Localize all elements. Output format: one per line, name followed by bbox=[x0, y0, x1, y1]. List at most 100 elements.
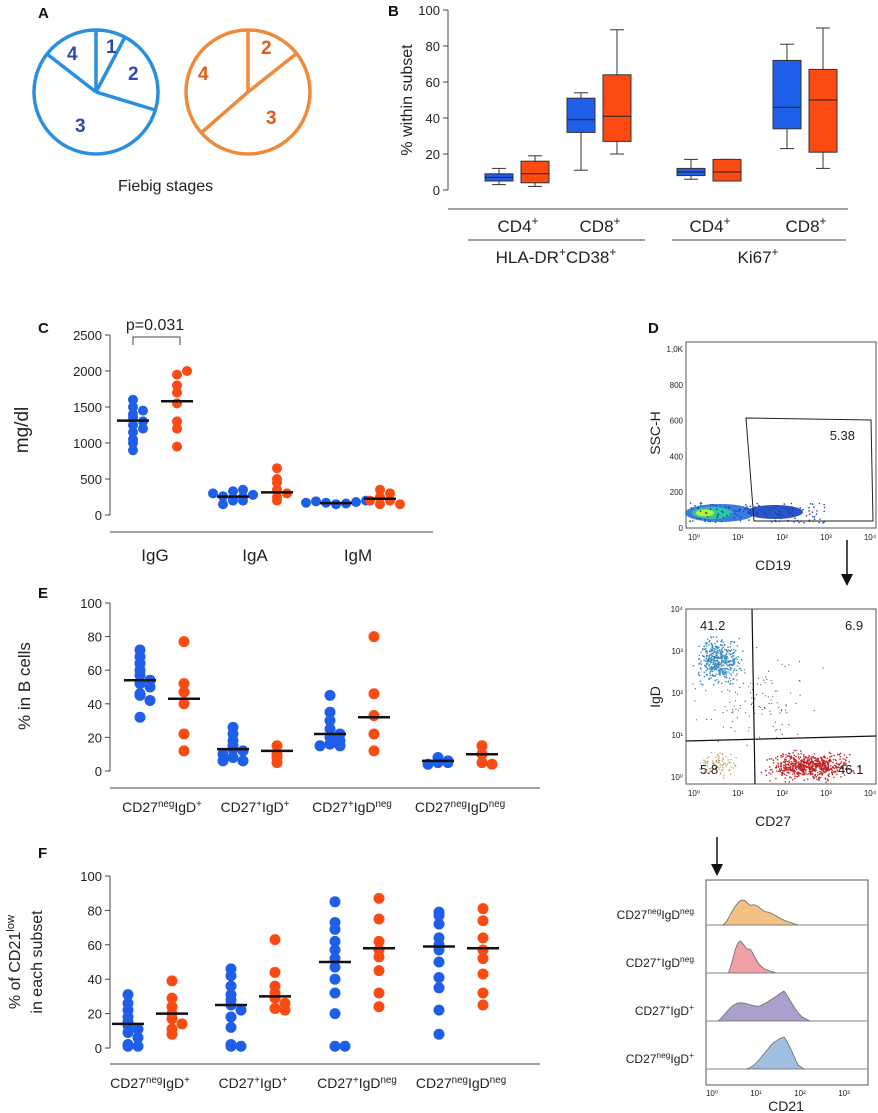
cell-dot bbox=[724, 667, 727, 670]
cell-dot bbox=[724, 763, 727, 765]
cell-dot bbox=[844, 758, 846, 761]
cell-dot bbox=[816, 757, 818, 760]
data-point bbox=[208, 488, 218, 499]
data-point bbox=[433, 1004, 445, 1016]
cell-dot bbox=[841, 767, 843, 770]
cell-dot bbox=[788, 772, 790, 775]
cell-dot bbox=[728, 769, 730, 772]
cell-dot bbox=[714, 662, 717, 665]
cell-dot bbox=[706, 663, 709, 665]
cell-dot bbox=[827, 767, 830, 770]
cell-dot bbox=[707, 520, 710, 523]
pie-orange-label: 4 bbox=[198, 64, 209, 85]
cell-dot bbox=[785, 704, 787, 706]
cell-dot bbox=[817, 764, 820, 767]
cell-dot bbox=[728, 506, 731, 509]
cell-dot bbox=[698, 663, 700, 665]
cell-dot bbox=[772, 725, 774, 728]
histogram-curve bbox=[706, 899, 868, 926]
cell-dot bbox=[709, 508, 712, 510]
cell-dot bbox=[813, 757, 815, 759]
cell-dot bbox=[706, 668, 709, 671]
cell-dot bbox=[705, 669, 707, 672]
data-point bbox=[477, 999, 489, 1011]
cell-dot bbox=[725, 756, 727, 758]
cell-dot bbox=[706, 660, 709, 663]
cell-dot bbox=[733, 517, 736, 519]
cell-dot bbox=[703, 771, 706, 773]
histogram-row-label: CD27negIgDneg bbox=[617, 906, 695, 922]
cell-dot bbox=[717, 766, 719, 768]
cell-dot bbox=[711, 648, 714, 651]
histogram-row-label: CD27+IgD+ bbox=[635, 1002, 694, 1018]
cell-dot bbox=[709, 672, 711, 674]
cell-dot bbox=[708, 678, 711, 680]
cell-dot bbox=[721, 667, 723, 670]
cell-dot bbox=[719, 766, 721, 768]
cell-dot bbox=[800, 773, 802, 775]
data-point bbox=[477, 903, 489, 915]
cell-dot bbox=[803, 764, 805, 767]
cell-dot bbox=[735, 708, 737, 710]
x-tick-label: 10¹ bbox=[732, 533, 744, 542]
arrow-head bbox=[841, 574, 853, 586]
cell-dot bbox=[709, 520, 712, 523]
cell-dot bbox=[737, 661, 739, 663]
cell-dot bbox=[715, 756, 717, 759]
data-point bbox=[144, 694, 156, 706]
cell-dot bbox=[819, 770, 821, 773]
cell-dot bbox=[784, 781, 787, 783]
cell-dot bbox=[788, 766, 791, 769]
cell-dot bbox=[792, 773, 794, 775]
cell-dot bbox=[812, 515, 814, 518]
cell-dot bbox=[781, 733, 783, 735]
y-tick-label: 1000 bbox=[73, 436, 102, 451]
cell-dot bbox=[738, 709, 740, 712]
cell-dot bbox=[722, 768, 724, 771]
cell-dot bbox=[791, 513, 793, 515]
cell-dot bbox=[731, 712, 733, 714]
cell-dot bbox=[722, 671, 725, 673]
cell-dot bbox=[795, 762, 798, 764]
cell-dot bbox=[712, 503, 714, 506]
pie-orange-label: 2 bbox=[261, 38, 272, 59]
cell-dot bbox=[806, 766, 808, 768]
cell-dot bbox=[713, 649, 716, 652]
cell-dot bbox=[706, 652, 708, 654]
cell-dot bbox=[729, 683, 731, 685]
category-label: IgM bbox=[344, 546, 372, 565]
cell-dot bbox=[812, 756, 814, 758]
panel-letter-c: C bbox=[38, 320, 49, 337]
data-point bbox=[178, 728, 190, 740]
cell-dot bbox=[775, 766, 777, 769]
cell-dot bbox=[776, 690, 778, 692]
panel-letter-b: B bbox=[388, 3, 399, 20]
cell-dot bbox=[703, 645, 706, 648]
cell-dot bbox=[832, 761, 834, 764]
data-point bbox=[368, 745, 380, 757]
cell-dot bbox=[772, 506, 775, 509]
cell-dot bbox=[776, 504, 778, 507]
cell-dot bbox=[786, 755, 789, 757]
cell-dot bbox=[727, 759, 729, 761]
cell-dot bbox=[803, 779, 805, 782]
cell-dot bbox=[737, 655, 739, 658]
cell-dot bbox=[722, 766, 724, 769]
cell-dot bbox=[839, 755, 841, 758]
cell-dot bbox=[808, 510, 810, 512]
cell-dot bbox=[787, 512, 790, 515]
cell-dot bbox=[825, 781, 827, 783]
x-tick-label: 10⁰ bbox=[688, 789, 700, 798]
cell-dot bbox=[721, 760, 724, 762]
cell-dot bbox=[720, 665, 723, 667]
cell-dot bbox=[756, 513, 758, 515]
cell-dot bbox=[800, 752, 803, 755]
y-tick-label: 40 bbox=[88, 972, 102, 987]
data-point bbox=[477, 915, 489, 927]
data-point bbox=[279, 1004, 291, 1016]
cell-dot bbox=[706, 718, 708, 720]
cell-dot bbox=[808, 770, 811, 773]
cell-dot bbox=[848, 753, 851, 756]
cell-dot bbox=[825, 767, 828, 770]
cell-dot bbox=[835, 762, 838, 764]
